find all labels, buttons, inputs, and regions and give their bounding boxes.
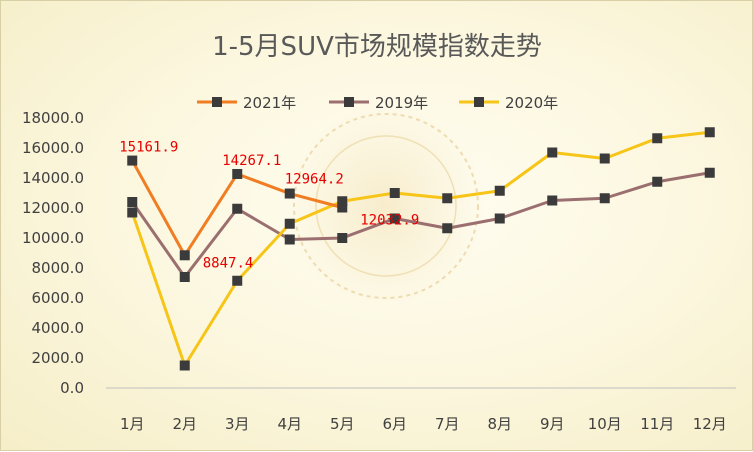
x-tick-label: 6月 [382, 415, 407, 433]
legend-label: 2021年 [243, 94, 296, 112]
y-tick-label: 4000.0 [32, 319, 85, 337]
data-point-marker [179, 272, 190, 282]
y-tick-label: 10000.0 [22, 229, 84, 247]
legend-marker-0 [212, 97, 222, 107]
y-axis: 0.0 2000.0 4000.0 6000.0 8000.0 10000.0 12000.… [22, 109, 84, 397]
y-tick-label: 16000.0 [22, 139, 84, 157]
x-tick-label: 10月 [588, 415, 622, 433]
x-tick-label: 4月 [277, 415, 302, 433]
data-point-marker [127, 207, 138, 218]
y-tick-label: 12000.0 [22, 199, 84, 217]
data-point-marker [127, 197, 138, 207]
data-point-marker [547, 195, 558, 206]
data-point-marker [232, 168, 243, 179]
y-tick-label: 8000.0 [32, 259, 85, 277]
data-point-marker [704, 127, 715, 138]
data-point-marker [284, 188, 295, 199]
data-point-marker [389, 188, 400, 198]
data-label: 8847.4 [203, 255, 254, 271]
series-line-1 [131, 171, 711, 279]
data-point-marker [494, 185, 505, 196]
data-point-marker [442, 193, 453, 204]
legend-label: 2020年 [505, 94, 558, 112]
x-tick-label: 11月 [640, 415, 674, 433]
data-point-marker [337, 196, 348, 207]
data-point-marker [547, 147, 558, 158]
data-point-marker [337, 233, 348, 243]
data-point-marker [284, 218, 295, 229]
legend-marker-1 [344, 97, 354, 107]
data-label: 15161.9 [119, 140, 178, 156]
data-point-marker [232, 203, 243, 214]
data-point-marker [337, 202, 348, 213]
data-point-marker [442, 223, 453, 234]
data-point-marker [599, 193, 610, 204]
y-tick-label: 0.0 [60, 379, 84, 397]
data-point-marker [284, 234, 295, 245]
x-tick-label: 9月 [540, 415, 565, 433]
y-tick-label: 18000.0 [22, 109, 84, 127]
data-point-marker [232, 275, 243, 286]
data-label: 12032.9 [360, 213, 419, 229]
x-tick-label: 3月 [225, 415, 250, 433]
x-tick-label: 1月 [120, 415, 145, 433]
x-tick-label: 8月 [487, 415, 512, 433]
x-tick-label: 12月 [693, 415, 727, 433]
y-tick-label: 2000.0 [32, 349, 85, 367]
data-point-marker [599, 153, 610, 164]
data-point-marker [704, 167, 715, 178]
data-point-marker [389, 213, 400, 224]
series-line-2 [130, 130, 710, 367]
legend-label: 2019年 [375, 94, 428, 112]
x-tick-label: 2月 [172, 415, 197, 433]
data-point-marker [179, 360, 190, 371]
y-tick-label: 14000.0 [22, 169, 84, 187]
legend-marker-2 [474, 97, 484, 107]
legend: 2021年 2019年 2020年 [197, 94, 558, 112]
data-point-marker [652, 133, 663, 144]
chart-title: 1-5月SUV市场规模指数走势 [212, 32, 542, 62]
data-label: 14267.1 [222, 153, 281, 169]
data-point-marker [494, 213, 505, 224]
x-axis: 1月 2月 3月 4月 5月 6月 7月 8月 9月 10月 11月 12月 [106, 387, 736, 433]
data-point-marker [179, 250, 190, 261]
data-point-marker [127, 155, 138, 166]
watermark-seal [286, 106, 486, 306]
plot-area [127, 127, 715, 371]
y-tick-label: 6000.0 [32, 289, 85, 307]
x-tick-label: 5月 [330, 415, 355, 433]
data-point-marker [652, 176, 663, 187]
x-tick-label: 7月 [435, 415, 460, 433]
data-label: 12964.2 [285, 172, 344, 188]
